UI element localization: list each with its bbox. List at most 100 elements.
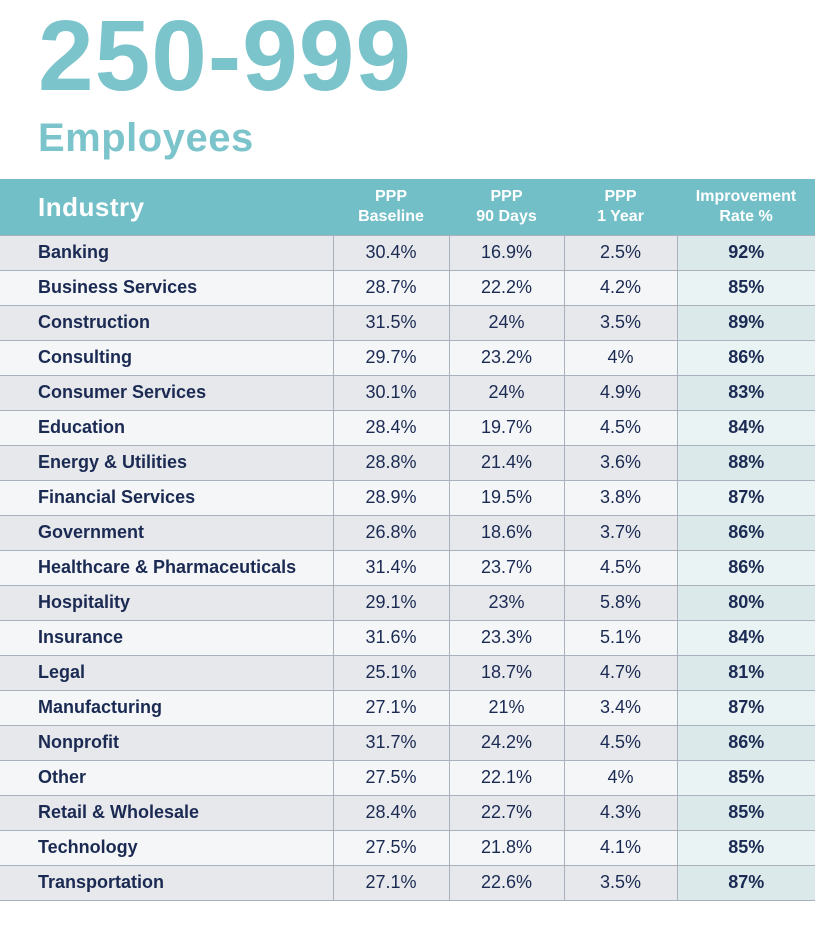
ppp-value-cell: 31.5%	[332, 304, 449, 340]
improvement-rate-cell: 84%	[676, 409, 815, 445]
ppp-value-cell: 25.1%	[332, 654, 449, 690]
table-row: Manufacturing 27.1% 21% 3.4% 87%	[0, 689, 815, 725]
improvement-rate-cell: 85%	[676, 794, 815, 830]
industry-name-cell: Technology	[0, 829, 333, 865]
ppp-value-cell: 28.4%	[332, 794, 449, 830]
table-row: Consulting 29.7% 23.2% 4% 86%	[0, 339, 815, 375]
industry-name-cell: Healthcare & Pharmaceuticals	[0, 549, 333, 585]
page-title: 250-999	[38, 0, 412, 112]
ppp-value-cell: 31.6%	[332, 619, 449, 655]
ppp-value-cell: 22.6%	[448, 864, 564, 901]
ppp-value-cell: 30.1%	[332, 374, 449, 410]
ppp-value-cell: 21.4%	[448, 444, 564, 480]
improvement-rate-cell: 87%	[676, 864, 815, 901]
improvement-rate-cell: 92%	[676, 234, 815, 270]
ppp-value-cell: 4.5%	[563, 549, 677, 585]
improvement-rate-cell: 86%	[676, 549, 815, 585]
ppp-value-cell: 28.7%	[332, 269, 449, 305]
table-row: Nonprofit 31.7% 24.2% 4.5% 86%	[0, 724, 815, 760]
ppp-value-cell: 31.4%	[332, 549, 449, 585]
improvement-rate-cell: 85%	[676, 829, 815, 865]
ppp-value-cell: 4%	[563, 339, 677, 375]
improvement-rate-cell: 84%	[676, 619, 815, 655]
ppp-value-cell: 18.7%	[448, 654, 564, 690]
ppp-value-cell: 23.2%	[448, 339, 564, 375]
industry-name-cell: Banking	[0, 234, 333, 270]
ppp-value-cell: 5.1%	[563, 619, 677, 655]
improvement-rate-cell: 86%	[676, 339, 815, 375]
table-row: Legal 25.1% 18.7% 4.7% 81%	[0, 654, 815, 690]
table-row: Insurance 31.6% 23.3% 5.1% 84%	[0, 619, 815, 655]
ppp-value-cell: 22.2%	[448, 269, 564, 305]
industry-name-cell: Manufacturing	[0, 689, 333, 725]
title-block: 250-999 Employees	[0, 0, 818, 160]
ppp-value-cell: 28.4%	[332, 409, 449, 445]
ppp-value-cell: 27.1%	[332, 864, 449, 901]
improvement-rate-cell: 81%	[676, 654, 815, 690]
ppp-value-cell: 4.9%	[563, 374, 677, 410]
ppp-value-cell: 4%	[563, 759, 677, 795]
table-row: Other 27.5% 22.1% 4% 85%	[0, 759, 815, 795]
column-header-industry: Industry	[38, 191, 145, 222]
table-row: Construction 31.5% 24% 3.5% 89%	[0, 304, 815, 340]
ppp-value-cell: 22.7%	[448, 794, 564, 830]
ppp-value-cell: 21.8%	[448, 829, 564, 865]
table-row: Financial Services 28.9% 19.5% 3.8% 87%	[0, 479, 815, 515]
ppp-value-cell: 3.7%	[563, 514, 677, 550]
industry-name-cell: Consulting	[0, 339, 333, 375]
table-row: Business Services 28.7% 22.2% 4.2% 85%	[0, 269, 815, 305]
ppp-value-cell: 18.6%	[448, 514, 564, 550]
ppp-value-cell: 22.1%	[448, 759, 564, 795]
ppp-value-cell: 16.9%	[448, 234, 564, 270]
ppp-value-cell: 27.5%	[332, 759, 449, 795]
ppp-value-cell: 3.8%	[563, 479, 677, 515]
improvement-rate-cell: 87%	[676, 479, 815, 515]
ppp-value-cell: 23%	[448, 584, 564, 620]
column-header-ppp-90-days: PPP 90 Days	[476, 187, 537, 225]
ppp-value-cell: 23.3%	[448, 619, 564, 655]
industry-name-cell: Transportation	[0, 864, 333, 901]
ppp-value-cell: 27.5%	[332, 829, 449, 865]
ppp-value-cell: 4.3%	[563, 794, 677, 830]
ppp-value-cell: 3.5%	[563, 864, 677, 901]
column-header-improvement-rate: Improvement Rate %	[695, 187, 797, 225]
improvement-rate-cell: 89%	[676, 304, 815, 340]
improvement-rate-cell: 87%	[676, 689, 815, 725]
ppp-value-cell: 29.1%	[332, 584, 449, 620]
ppp-value-cell: 28.8%	[332, 444, 449, 480]
ppp-value-cell: 24%	[448, 304, 564, 340]
industry-name-cell: Legal	[0, 654, 333, 690]
ppp-value-cell: 4.5%	[563, 724, 677, 760]
industry-name-cell: Business Services	[0, 269, 333, 305]
ppp-value-cell: 27.1%	[332, 689, 449, 725]
improvement-rate-cell: 86%	[676, 514, 815, 550]
ppp-value-cell: 2.5%	[563, 234, 677, 270]
industry-name-cell: Retail & Wholesale	[0, 794, 333, 830]
ppp-value-cell: 30.4%	[332, 234, 449, 270]
industry-name-cell: Construction	[0, 304, 333, 340]
table-row: Transportation 27.1% 22.6% 3.5% 87%	[0, 864, 815, 901]
table-row: Hospitality 29.1% 23% 5.8% 80%	[0, 584, 815, 620]
table-row: Retail & Wholesale 28.4% 22.7% 4.3% 85%	[0, 794, 815, 830]
improvement-rate-cell: 85%	[676, 759, 815, 795]
table-row: Government 26.8% 18.6% 3.7% 86%	[0, 514, 815, 550]
ppp-value-cell: 3.5%	[563, 304, 677, 340]
ppp-value-cell: 3.6%	[563, 444, 677, 480]
industry-name-cell: Consumer Services	[0, 374, 333, 410]
ppp-value-cell: 23.7%	[448, 549, 564, 585]
improvement-rate-cell: 88%	[676, 444, 815, 480]
ppp-value-cell: 4.5%	[563, 409, 677, 445]
ppp-value-cell: 31.7%	[332, 724, 449, 760]
column-header-ppp-baseline: PPP Baseline	[358, 187, 424, 225]
industry-name-cell: Nonprofit	[0, 724, 333, 760]
ppp-value-cell: 28.9%	[332, 479, 449, 515]
ppp-value-cell: 24%	[448, 374, 564, 410]
industry-name-cell: Energy & Utilities	[0, 444, 333, 480]
table-header: Industry PPP Baseline PPP 90 Days PPP 1 Yea…	[0, 179, 815, 235]
ppp-value-cell: 3.4%	[563, 689, 677, 725]
table-header-row: Industry PPP Baseline PPP 90 Days PPP 1 Yea…	[0, 179, 815, 235]
ppp-value-cell: 5.8%	[563, 584, 677, 620]
industry-ppp-table: Industry PPP Baseline PPP 90 Days PPP 1 Yea…	[0, 179, 815, 901]
table-body: Banking 30.4% 16.9% 2.5% 92% Business Service…	[0, 234, 815, 901]
industry-name-cell: Financial Services	[0, 479, 333, 515]
